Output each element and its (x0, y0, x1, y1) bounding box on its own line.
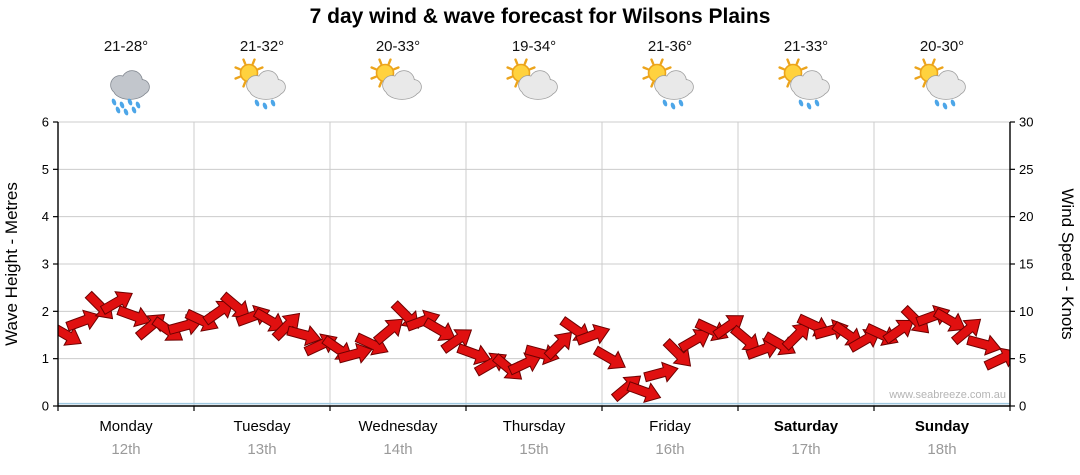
svg-text:3: 3 (42, 257, 49, 272)
cloud-icon (246, 70, 286, 100)
temperature-range: 21-36° (647, 38, 693, 55)
svg-text:5: 5 (42, 162, 49, 177)
svg-text:25: 25 (1019, 162, 1033, 177)
day-header-saturday: 21-33° (738, 38, 874, 121)
day-footer-thursday: Thursday 15th (466, 418, 602, 458)
day-date: 12th (111, 441, 141, 458)
cloud-icon (110, 70, 150, 100)
right-axis-label: Wind Speed - Knots (1058, 188, 1077, 339)
day-footer-sunday: Sunday 18th (874, 418, 1010, 458)
weather-icon-rain-cloud (97, 58, 155, 121)
temperature-range: 20-30° (919, 38, 965, 55)
day-header-friday: 21-36° (602, 38, 738, 121)
temperature-range: 19-34° (511, 38, 557, 55)
cloud-icon (518, 70, 558, 100)
day-date: 18th (927, 441, 957, 458)
svg-text:30: 30 (1019, 115, 1033, 130)
weather-icon-sun-cloud-rain (777, 58, 835, 121)
day-footer-saturday: Saturday 17th (738, 418, 874, 458)
svg-text:20: 20 (1019, 209, 1033, 224)
rain-drops-icon (111, 98, 141, 116)
day-name: Tuesday (233, 418, 291, 435)
day-name: Thursday (502, 418, 566, 435)
wind-speed-arrows (58, 290, 1010, 403)
svg-text:1: 1 (42, 351, 49, 366)
day-name: Wednesday (358, 418, 438, 435)
svg-text:10: 10 (1019, 304, 1033, 319)
day-name: Saturday (773, 418, 839, 435)
day-date: 16th (655, 441, 685, 458)
day-header-tuesday: 21-32° (194, 38, 330, 121)
temperature-range: 21-28° (103, 38, 149, 55)
svg-text:0: 0 (42, 399, 49, 414)
day-date: 13th (247, 441, 277, 458)
weather-icon-sun-cloud (505, 58, 563, 121)
cloud-icon (790, 70, 830, 100)
chart-title: 7 day wind & wave forecast for Wilsons P… (309, 5, 771, 28)
day-footer-wednesday: Wednesday 14th (330, 418, 466, 458)
temperature-range: 21-32° (239, 38, 285, 55)
day-header-monday: 21-28° (58, 38, 194, 121)
rain-drops-icon (662, 99, 684, 110)
day-date: 14th (383, 441, 413, 458)
day-name: Friday (649, 418, 691, 435)
left-axis-label: Wave Height - Metres (2, 182, 21, 346)
day-name: Sunday (914, 418, 970, 435)
day-date: 15th (519, 441, 549, 458)
day-name: Monday (99, 418, 153, 435)
weather-icon-sun-cloud (369, 58, 427, 121)
cloud-icon (382, 70, 422, 100)
svg-text:15: 15 (1019, 257, 1033, 272)
svg-text:5: 5 (1019, 351, 1026, 366)
day-date: 17th (791, 441, 821, 458)
weather-icon-sun-cloud-rain (641, 58, 699, 121)
svg-text:4: 4 (42, 209, 49, 224)
temperature-range: 20-33° (375, 38, 421, 55)
cloud-icon (926, 70, 966, 100)
day-header-wednesday: 20-33° (330, 38, 466, 121)
weather-icon-sun-cloud-rain (913, 58, 971, 121)
rain-drops-icon (934, 99, 956, 110)
day-footer-friday: Friday 16th (602, 418, 738, 458)
cloud-icon (654, 70, 694, 100)
day-header-thursday: 19-34° (466, 38, 602, 121)
day-header-sunday: 20-30° (874, 38, 1010, 121)
svg-text:2: 2 (42, 304, 49, 319)
temperature-range: 21-33° (783, 38, 829, 55)
watermark: www.seabreeze.com.au (888, 389, 1006, 401)
svg-text:6: 6 (42, 115, 49, 130)
svg-text:0: 0 (1019, 399, 1026, 414)
day-footer-tuesday: Tuesday 13th (194, 418, 330, 458)
rain-drops-icon (798, 99, 820, 110)
day-footer-monday: Monday 12th (58, 418, 194, 458)
weather-icon-sun-cloud-rain (233, 58, 291, 121)
rain-drops-icon (254, 99, 276, 110)
